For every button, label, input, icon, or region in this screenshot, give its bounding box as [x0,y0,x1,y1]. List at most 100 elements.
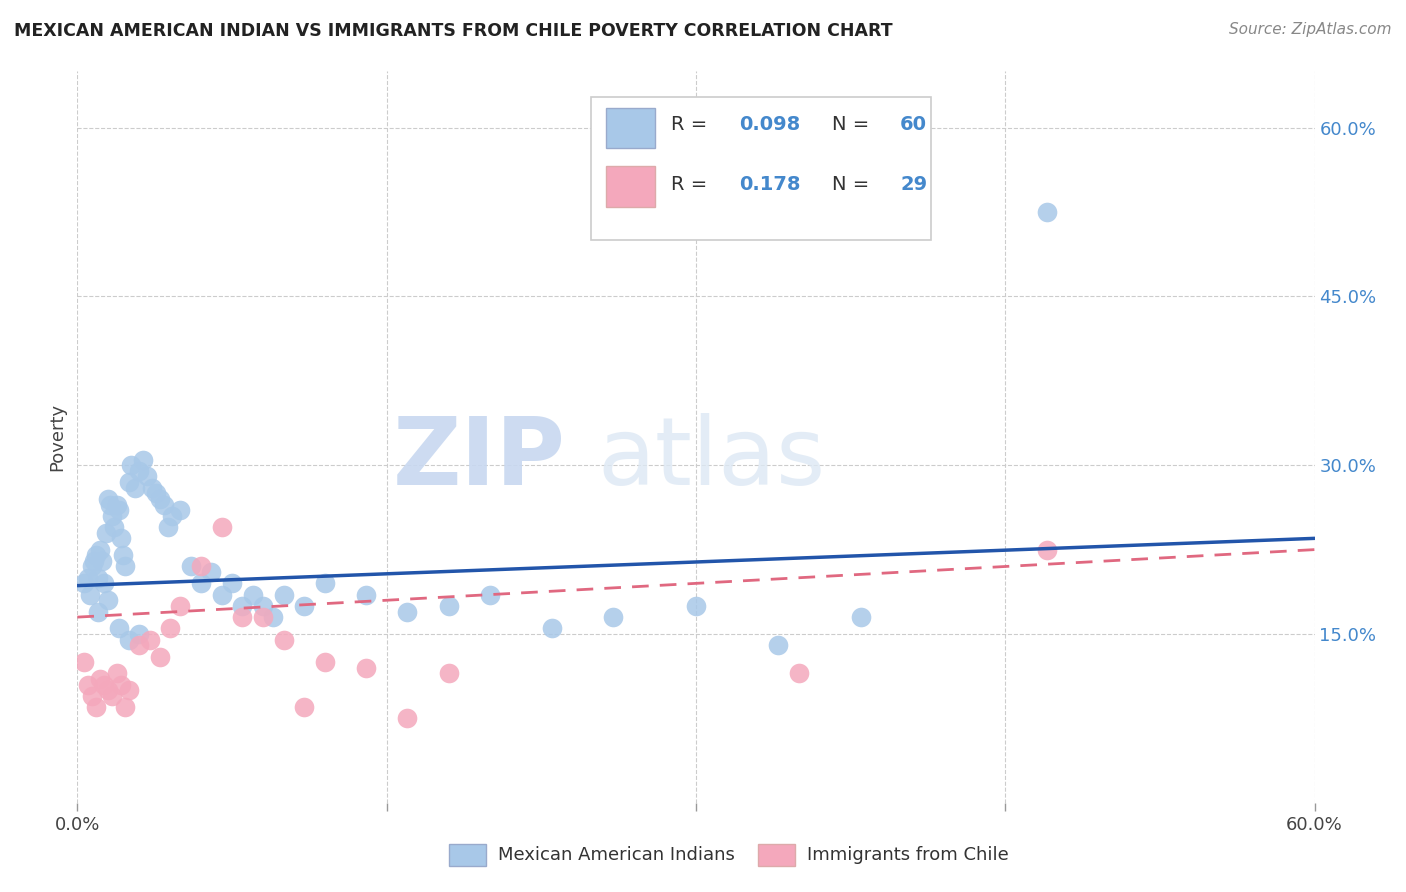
Point [292,599,315,613]
Point [87,571,110,585]
Point [89,672,111,686]
Point [252,599,274,613]
Point [107,503,129,517]
Point [145,486,167,500]
Point [110,532,132,546]
Point [132,452,155,467]
Point [93,576,115,591]
Point [128,464,150,478]
Point [540,621,562,635]
Point [190,559,212,574]
Point [437,599,460,613]
Point [105,666,128,681]
Point [602,610,624,624]
Point [273,632,295,647]
Point [111,548,134,562]
Point [252,610,274,624]
FancyBboxPatch shape [449,845,485,866]
Point [80,559,103,574]
Text: 29: 29 [900,175,927,194]
Text: atlas: atlas [598,413,825,505]
Point [97,491,120,506]
FancyBboxPatch shape [606,108,655,148]
Point [180,559,202,574]
Point [231,599,253,613]
Point [160,508,183,523]
Point [97,593,120,607]
Point [101,689,124,703]
Point [114,559,136,574]
Point [221,576,243,591]
Text: MEXICAN AMERICAN INDIAN VS IMMIGRANTS FROM CHILE POVERTY CORRELATION CHART: MEXICAN AMERICAN INDIAN VS IMMIGRANTS FR… [14,22,893,40]
Point [314,655,336,669]
Point [169,599,191,613]
Point [768,638,790,652]
Point [114,700,136,714]
Point [354,588,377,602]
Text: Immigrants from Chile: Immigrants from Chile [807,847,1010,864]
Point [79,588,101,602]
Point [1035,205,1057,219]
Point [98,498,121,512]
Point [101,508,124,523]
Text: R =: R = [671,114,714,134]
Point [211,588,233,602]
Point [153,498,176,512]
Text: N =: N = [832,114,876,134]
Point [396,605,419,619]
Point [83,554,105,568]
Point [437,666,460,681]
Point [292,700,315,714]
FancyBboxPatch shape [606,167,655,207]
Point [118,475,141,489]
Y-axis label: Poverty: Poverty [48,403,66,471]
Point [72,655,94,669]
Point [84,700,107,714]
Point [76,571,98,585]
Point [80,689,103,703]
Point [190,576,212,591]
Point [107,621,129,635]
Point [128,638,150,652]
Text: R =: R = [671,175,714,194]
Point [105,498,128,512]
Text: 0.178: 0.178 [740,175,801,194]
Point [141,481,163,495]
Point [262,610,284,624]
Point [96,525,118,540]
Point [87,605,110,619]
Point [242,588,264,602]
Point [149,649,172,664]
Text: ZIP: ZIP [394,413,567,505]
Point [149,491,172,506]
Point [93,678,115,692]
Point [157,520,180,534]
FancyBboxPatch shape [591,97,931,240]
Point [138,632,160,647]
Point [478,588,501,602]
Point [76,678,98,692]
Point [685,599,707,613]
Point [273,588,295,602]
Point [354,661,377,675]
Point [120,458,142,473]
Point [72,576,94,591]
Point [200,565,222,579]
Text: N =: N = [832,175,876,194]
FancyBboxPatch shape [758,845,794,866]
Point [97,683,120,698]
Point [396,711,419,725]
Point [84,548,107,562]
Point [211,520,233,534]
Point [169,503,191,517]
Point [128,627,150,641]
Point [118,632,141,647]
Text: Source: ZipAtlas.com: Source: ZipAtlas.com [1229,22,1392,37]
Point [89,542,111,557]
Point [103,520,125,534]
Point [124,481,146,495]
Point [159,621,181,635]
Point [231,610,253,624]
Point [787,666,810,681]
Point [118,683,141,698]
